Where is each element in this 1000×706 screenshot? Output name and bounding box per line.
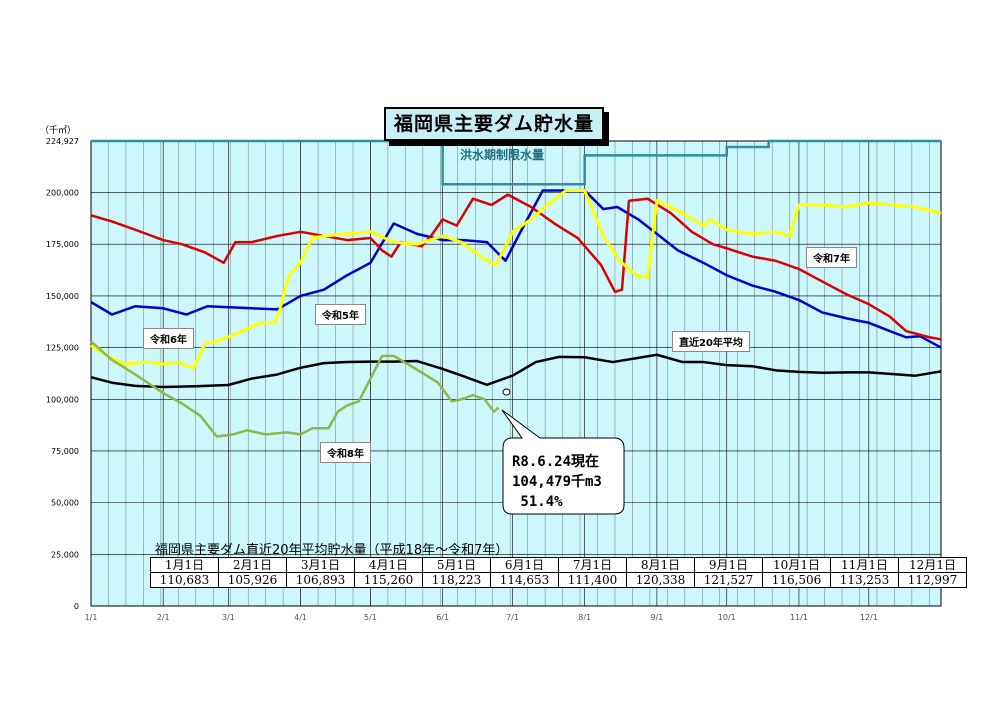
legend-label-r6: 令和6年 — [143, 328, 194, 349]
x-tick-label: 6/1 — [436, 613, 449, 622]
y-tick-label: 125,000 — [46, 344, 79, 353]
avg-table-month: 3月1日 — [286, 557, 355, 573]
y-tick-label: 75,000 — [51, 447, 79, 456]
x-tick-label: 8/1 — [578, 613, 591, 622]
y-axis-ticks: 0 25,000 50,000 75,000 100,000 125,000 150,000… — [46, 137, 79, 611]
x-tick-label: 5/1 — [364, 613, 377, 622]
current-point-marker — [502, 388, 511, 396]
y-tick-label: 175,000 — [46, 240, 79, 249]
callout-percent: 51.4% — [512, 494, 563, 510]
x-tick-label: 3/1 — [222, 613, 235, 622]
avg-table-value: 114,653 — [490, 572, 559, 588]
avg-table-value: 110,683 — [150, 572, 219, 588]
avg-table-month: 9月1日 — [694, 557, 763, 573]
avg-table-month: 4月1日 — [354, 557, 423, 573]
avg-table-month: 2月1日 — [218, 557, 287, 573]
avg-table-month: 7月1日 — [558, 557, 627, 573]
avg-table-value: 106,893 — [286, 572, 355, 588]
legend-label-avg: 直近20年平均 — [672, 331, 750, 352]
x-axis-ticks: 1/1 2/1 3/1 4/1 5/1 6/1 7/1 8/1 9/1 10/1 11/1 12/1 — [85, 613, 878, 622]
avg-table: 1月1日 2月1日 3月1日 4月1日 5月1日 6月1日 7月1日 8月1日 9月1日 10月1… — [150, 557, 967, 588]
avg-table-values-row: 110,683 105,926 106,893 115,260 118,223 114,6… — [150, 572, 967, 588]
x-tick-label: 2/1 — [157, 613, 170, 622]
y-tick-label: 150,000 — [46, 292, 79, 301]
x-tick-label: 10/1 — [718, 613, 736, 622]
y-tick-label: 200,000 — [46, 189, 79, 198]
avg-table-value: 111,400 — [558, 572, 627, 588]
y-axis-unit: （千㎥） — [40, 126, 77, 136]
avg-table-value: 113,253 — [830, 572, 899, 588]
avg-table-month: 10月1日 — [762, 557, 831, 573]
avg-table-value: 116,506 — [762, 572, 831, 588]
legend-label-r5: 令和5年 — [315, 304, 366, 325]
flood-limit-label: 洪水期制限水量 — [460, 148, 545, 162]
avg-table-title: 福岡県主要ダム直近20年平均貯水量（平成18年～令和7年） — [155, 543, 509, 558]
x-tick-label: 12/1 — [860, 613, 878, 622]
y-tick-label: 50,000 — [51, 499, 79, 508]
x-tick-label: 11/1 — [790, 613, 808, 622]
avg-table-month: 8月1日 — [626, 557, 695, 573]
callout-date: R8.6.24現在 — [512, 454, 600, 470]
series-line-r5 — [90, 189, 942, 349]
avg-table-month: 6月1日 — [490, 557, 559, 573]
x-tick-label: 9/1 — [650, 613, 663, 622]
avg-table-value: 112,997 — [898, 572, 967, 588]
series-lines — [90, 188, 942, 438]
x-tick-label: 1/1 — [85, 613, 98, 622]
legend-label-r8: 令和8年 — [320, 442, 371, 463]
y-tick-label: 25,000 — [51, 550, 79, 559]
avg-table-value: 120,338 — [626, 572, 695, 588]
y-tick-label: 100,000 — [46, 395, 79, 404]
avg-table-month: 11月1日 — [830, 557, 899, 573]
callout-bubble — [501, 409, 625, 515]
avg-table-value: 105,926 — [218, 572, 287, 588]
callout-volume: 104,479千m3 — [512, 474, 602, 490]
avg-table-months-row: 1月1日 2月1日 3月1日 4月1日 5月1日 6月1日 7月1日 8月1日 9月1日 10月1… — [150, 557, 967, 573]
flood-limit-line — [91, 139, 941, 186]
y-tick-label: 0 — [74, 602, 79, 611]
x-tick-label: 7/1 — [506, 613, 519, 622]
series-line-r7 — [90, 193, 942, 341]
legend-label-r7: 令和7年 — [806, 247, 857, 268]
callout-text: R8.6.24現在 104,479千m3 51.4% — [512, 452, 602, 512]
x-tick-label: 4/1 — [294, 613, 307, 622]
avg-table-value: 118,223 — [422, 572, 491, 588]
avg-table-month: 1月1日 — [150, 557, 219, 573]
avg-table-value: 121,527 — [694, 572, 763, 588]
avg-table-month: 12月1日 — [898, 557, 967, 573]
series-line-r8 — [90, 340, 500, 438]
avg-table-value: 115,260 — [354, 572, 423, 588]
y-tick-label: 224,927 — [46, 137, 79, 146]
avg-table-month: 5月1日 — [422, 557, 491, 573]
series-line-r6 — [90, 188, 942, 370]
chart-title: 福岡県主要ダム貯水量 — [384, 107, 604, 141]
series-line-avg — [90, 353, 942, 389]
